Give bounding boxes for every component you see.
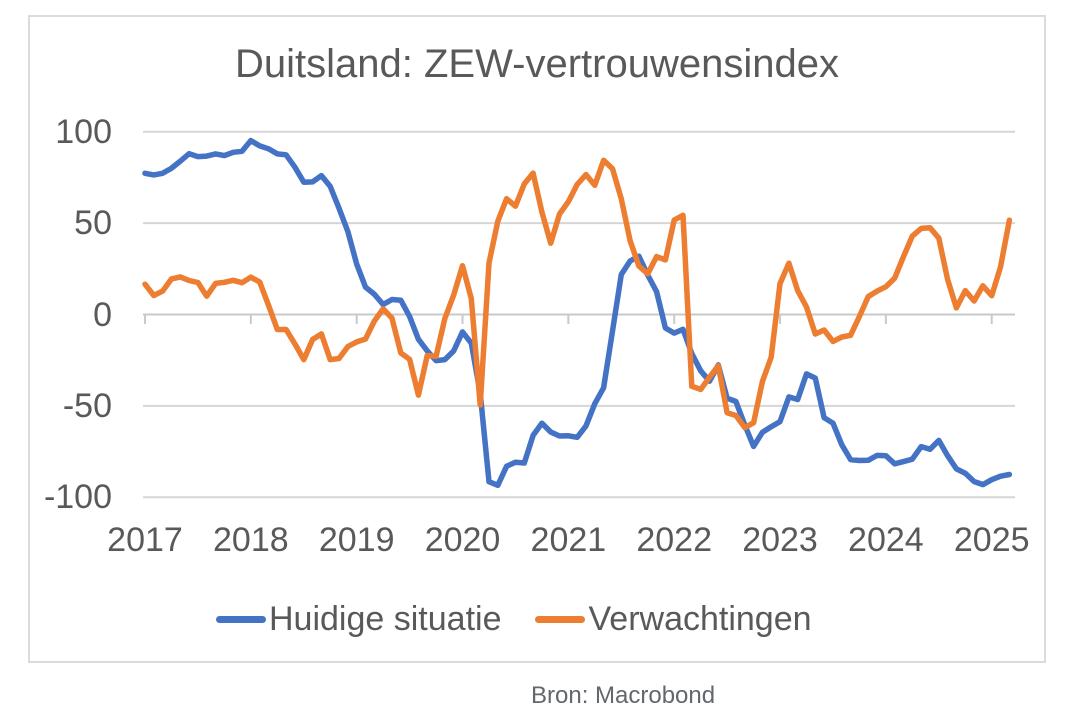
x-tick-label: 2023 (742, 521, 818, 559)
legend-item-huidige-situatie: Huidige situatie (216, 597, 501, 641)
legend: Huidige situatie Verwachtingen (216, 597, 812, 641)
y-tick-label: -100 (43, 478, 112, 517)
legend-item-verwachtingen: Verwachtingen (535, 597, 812, 641)
chart-title: Duitsland: ZEW-vertrouwensindex (235, 42, 839, 86)
legend-label: Huidige situatie (269, 600, 502, 638)
x-tick-label: 2018 (213, 521, 289, 559)
chart-border-frame (28, 15, 1046, 663)
x-tick-label: 2019 (318, 521, 395, 559)
x-tick-label: 2021 (530, 521, 607, 559)
x-tick-label: 2017 (107, 521, 183, 559)
y-tick-label: 100 (55, 112, 112, 151)
x-tick-label: 2022 (636, 521, 712, 559)
y-tick-label: 50 (74, 204, 112, 243)
series-line-huidige-situatie (142, 137, 1013, 489)
legend-swatch (216, 615, 266, 623)
x-tick-label: 2025 (953, 521, 1030, 559)
x-tick-label: 2020 (424, 521, 501, 559)
x-tick-label: 2024 (848, 521, 924, 559)
source-note: Bron: Macrobond (531, 682, 716, 709)
legend-label: Verwachtingen (588, 600, 812, 638)
series-line-verwachtingen (142, 157, 1013, 431)
legend-swatch (535, 615, 586, 623)
y-tick-label: 0 (93, 295, 112, 334)
y-tick-label: -50 (62, 386, 112, 425)
